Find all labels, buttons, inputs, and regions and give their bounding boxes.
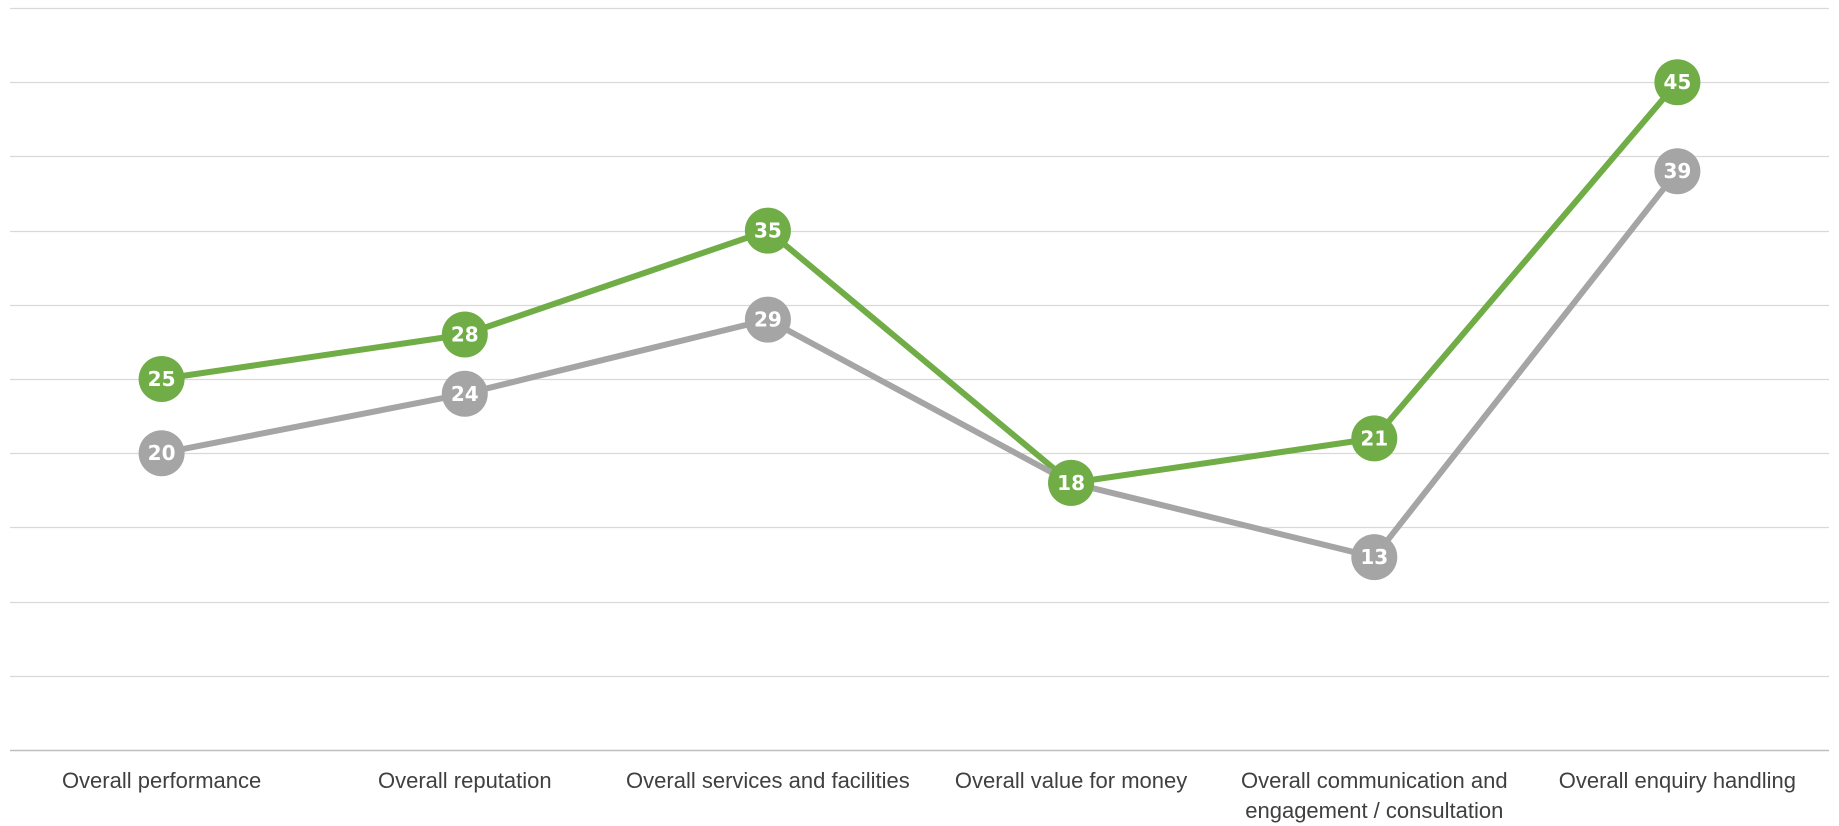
data-label: 39	[1663, 159, 1691, 183]
series-lines	[158, 79, 1681, 561]
x-tick-label: Overall communication and engagement / c…	[1241, 768, 1508, 823]
data-label: 13	[1360, 545, 1388, 569]
data-label: 18	[1057, 471, 1085, 495]
data-point-marker	[1351, 415, 1398, 462]
data-label: 24	[451, 382, 479, 406]
data-point-marker	[138, 356, 185, 402]
data-markers: 202429181339252835182145	[138, 59, 1701, 581]
data-label: 25	[148, 367, 176, 391]
data-point-marker	[1654, 148, 1701, 195]
data-point-marker	[138, 430, 185, 477]
data-point-marker	[744, 207, 791, 254]
data-point-marker	[441, 311, 488, 358]
data-point-marker	[1048, 459, 1095, 506]
data-label: 45	[1663, 70, 1691, 94]
x-tick-label: Overall reputation	[377, 768, 552, 793]
x-tick-label: Overall enquiry handling	[1558, 768, 1797, 793]
series-line-2	[158, 168, 1681, 561]
data-label: 20	[148, 441, 176, 465]
x-tick-label: Overall services and facilities	[626, 768, 910, 793]
data-label: 21	[1360, 426, 1388, 450]
data-label: 35	[754, 219, 782, 243]
data-point-marker	[744, 296, 791, 343]
data-label: 29	[754, 308, 782, 332]
series-line-1	[158, 79, 1681, 486]
x-tick-label: Overall value for money	[954, 768, 1188, 793]
data-point-marker	[441, 370, 488, 417]
data-point-marker	[1654, 59, 1701, 106]
x-tick-label: Overall performance	[61, 768, 262, 793]
data-label: 28	[451, 323, 479, 347]
data-point-marker	[1351, 534, 1398, 581]
gridlines	[10, 7, 1829, 752]
